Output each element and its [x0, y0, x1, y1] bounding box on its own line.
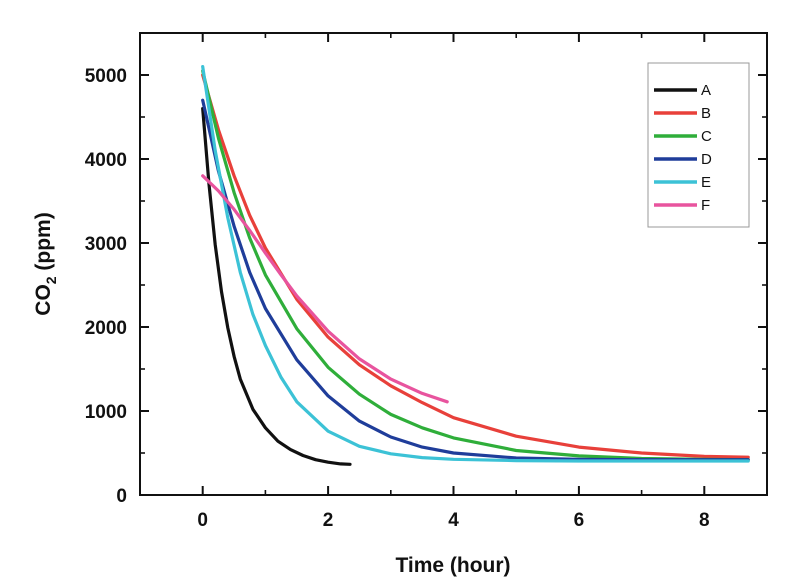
- y-tick-label: 0: [116, 486, 127, 507]
- x-tick-label: 6: [574, 510, 585, 531]
- y-axis-title: CO2 (ppm): [32, 212, 59, 315]
- y-axis-title-tail: (ppm): [32, 212, 55, 276]
- series-line-a: [201, 107, 352, 466]
- legend-box: [647, 62, 750, 228]
- series-line-b: [201, 73, 750, 459]
- tick-labels: 0 2 4 6 8 0 1000 2000 3000 4000 5000: [85, 66, 710, 531]
- x-axis-title: Time (hour): [395, 554, 510, 577]
- x-tick-label: 8: [699, 510, 710, 531]
- y-tick-label: 5000: [85, 66, 127, 87]
- legend-label-a: A: [701, 82, 711, 99]
- x-tick-label: 4: [448, 510, 459, 531]
- x-tick-label: 2: [323, 510, 334, 531]
- y-axis-title-subscript: 2: [43, 276, 59, 284]
- series-line-f: [201, 174, 449, 404]
- y-tick-label: 4000: [85, 150, 127, 171]
- legend-label-b: B: [701, 105, 711, 122]
- y-axis-title-main: CO: [32, 284, 55, 316]
- y-tick-label: 3000: [85, 234, 127, 255]
- legend-label-f: F: [701, 197, 710, 214]
- series-line-e: [201, 65, 750, 463]
- series-line-c: [201, 69, 750, 462]
- axis-ticks: [139, 33, 768, 496]
- legend-label-d: D: [701, 151, 712, 168]
- series-lines: [201, 65, 750, 466]
- legend-label-e: E: [701, 174, 711, 191]
- y-tick-label: 2000: [85, 318, 127, 339]
- x-tick-label: 0: [197, 510, 208, 531]
- y-tick-label: 1000: [85, 402, 127, 423]
- legend-label-c: C: [701, 128, 712, 145]
